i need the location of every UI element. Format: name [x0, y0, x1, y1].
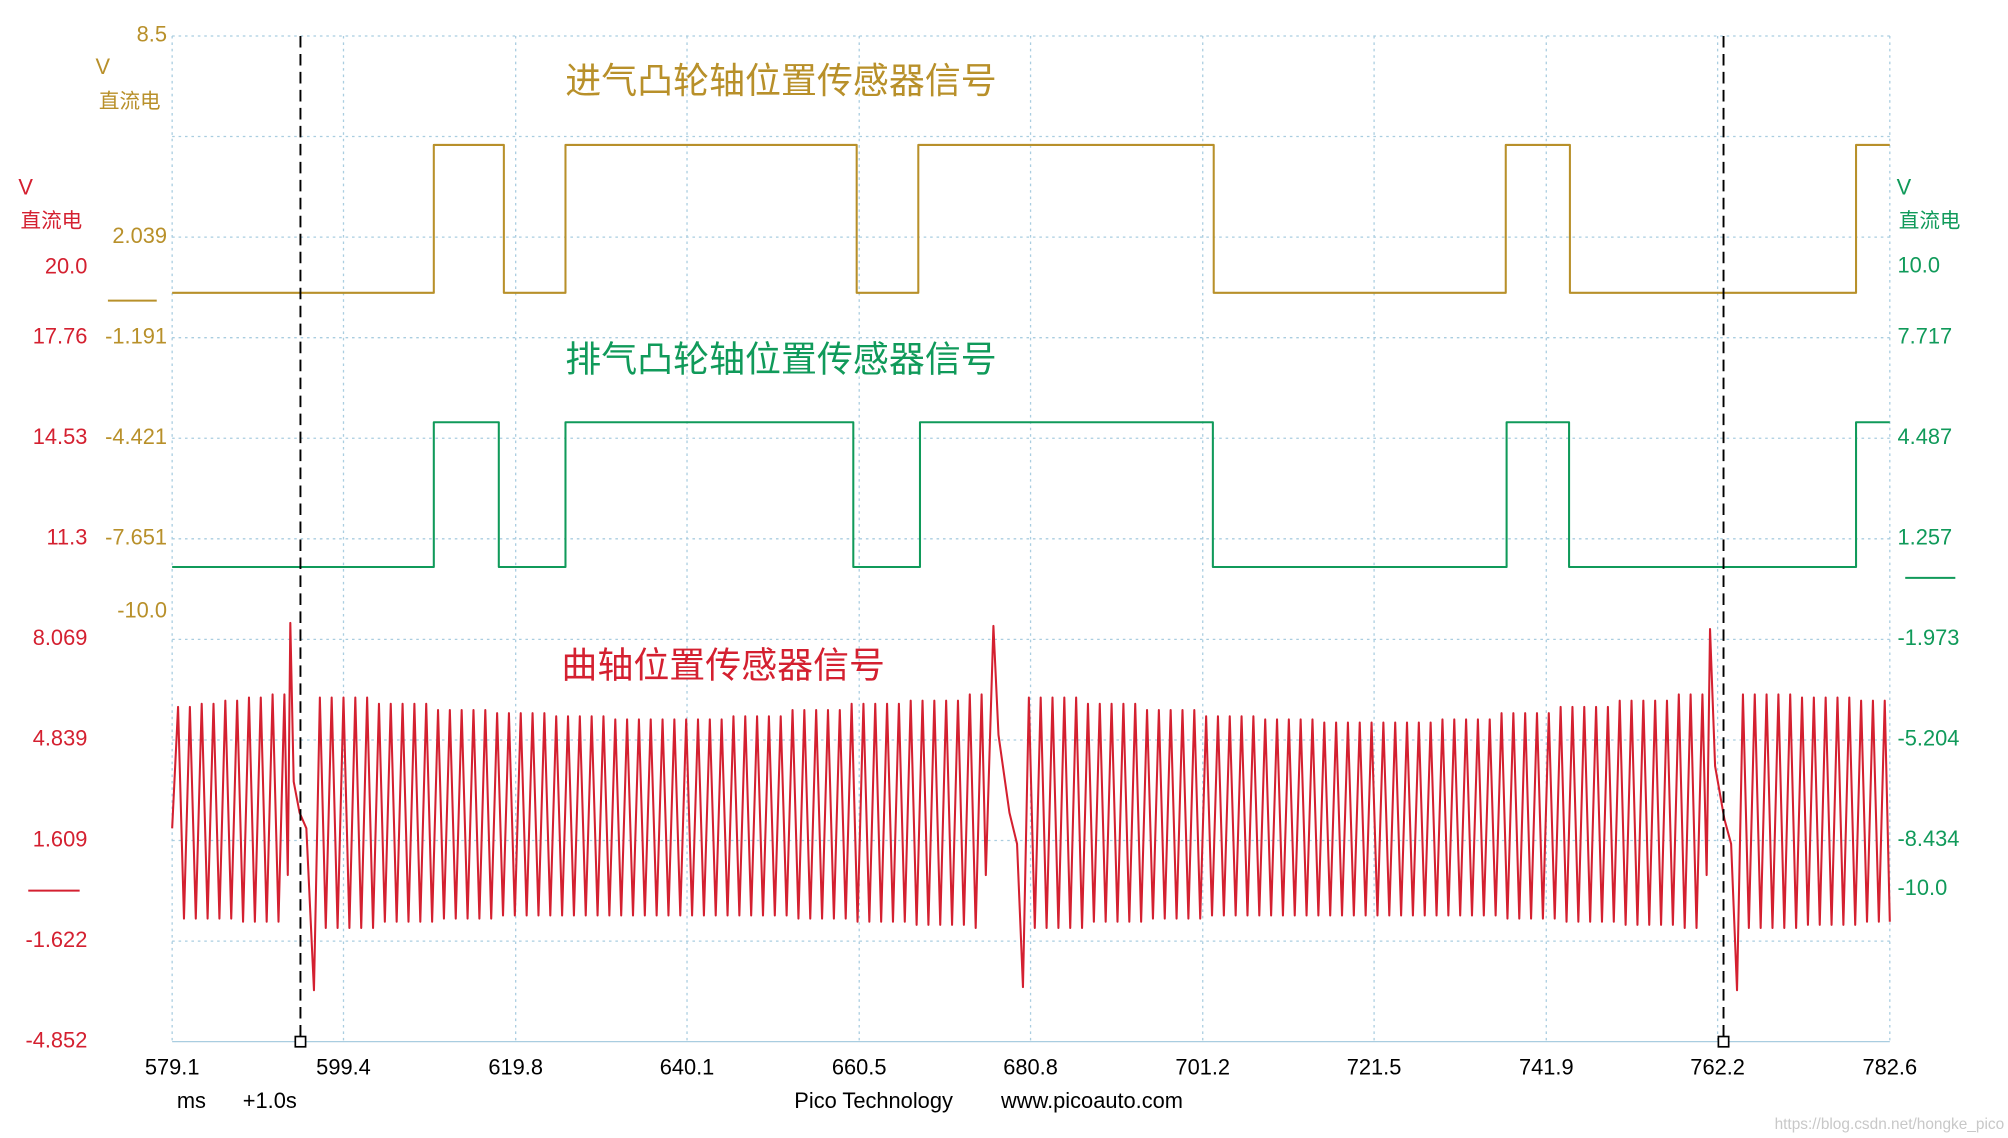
- y-tick-label: 17.76: [33, 323, 88, 348]
- x-tick-label: 579.1: [145, 1054, 200, 1079]
- y-tick-label: -1.191: [105, 323, 167, 348]
- x-tick-label: 599.4: [316, 1054, 371, 1079]
- y-tick-label: -4.852: [25, 1027, 87, 1052]
- x-tick-label: 741.9: [1519, 1054, 1574, 1079]
- y-tick-label: -4.421: [105, 424, 167, 449]
- axis-coupling: 直流电: [1899, 210, 1961, 233]
- channel-title: 排气凸轮轴位置传感器信号: [565, 340, 996, 380]
- watermark: https://blog.csdn.net/hongke_pico: [1775, 1116, 2005, 1133]
- x-tick-label: 680.8: [1003, 1054, 1058, 1079]
- x-unit: ms: [177, 1088, 206, 1113]
- y-tick-label: 7.717: [1898, 323, 1953, 348]
- footer-url: www.picoauto.com: [1000, 1088, 1183, 1113]
- axis-coupling: 直流电: [99, 90, 161, 113]
- x-tick-label: 721.5: [1347, 1054, 1402, 1079]
- y-tick-label: -8.434: [1898, 826, 1960, 851]
- y-tick-label: -10.0: [117, 598, 167, 623]
- cursor-handle: [1717, 1035, 1730, 1048]
- y-tick-label: -1.973: [1898, 625, 1960, 650]
- x-tick-label: 701.2: [1175, 1054, 1230, 1079]
- channel-title: 进气凸轮轴位置传感器信号: [565, 61, 996, 101]
- y-tick-label: 8.069: [33, 625, 88, 650]
- time-offset: +1.0s: [243, 1088, 297, 1113]
- axis-coupling: 直流电: [21, 210, 83, 233]
- x-tick-label: 782.6: [1862, 1054, 1917, 1079]
- y-tick-label: -7.651: [105, 525, 167, 550]
- axis-unit: V: [1897, 175, 1912, 200]
- axis-unit: V: [95, 54, 110, 79]
- y-tick-label: -10.0: [1898, 875, 1948, 900]
- y-tick-label: 4.487: [1898, 424, 1953, 449]
- y-tick-label: 14.53: [33, 424, 88, 449]
- signal-trace: [171, 621, 1891, 992]
- axis-unit: V: [18, 175, 33, 200]
- y-tick-label: 1.257: [1898, 525, 1953, 550]
- x-tick-label: 619.8: [488, 1054, 543, 1079]
- y-tick-label: 10.0: [1898, 252, 1940, 277]
- y-tick-label: -1.622: [25, 927, 87, 952]
- signal-trace: [172, 421, 1890, 569]
- x-tick-label: 640.1: [660, 1054, 715, 1079]
- cursor-handle: [294, 1035, 307, 1048]
- y-tick-label: -5.204: [1898, 726, 1960, 751]
- y-tick-label: 1.609: [33, 826, 88, 851]
- x-tick-label: 660.5: [832, 1054, 887, 1079]
- y-tick-label: 8.5: [137, 22, 167, 47]
- channel-title: 曲轴位置传感器信号: [561, 645, 885, 685]
- graticule: [172, 35, 1890, 1043]
- footer-brand: Pico Technology: [794, 1088, 953, 1113]
- x-tick-label: 762.2: [1690, 1054, 1745, 1079]
- signal-trace: [172, 143, 1890, 294]
- y-tick-label: 20.0: [45, 254, 87, 279]
- y-tick-label: 4.839: [33, 726, 88, 751]
- y-tick-label: 11.3: [46, 525, 87, 550]
- y-tick-label: 2.039: [112, 223, 167, 248]
